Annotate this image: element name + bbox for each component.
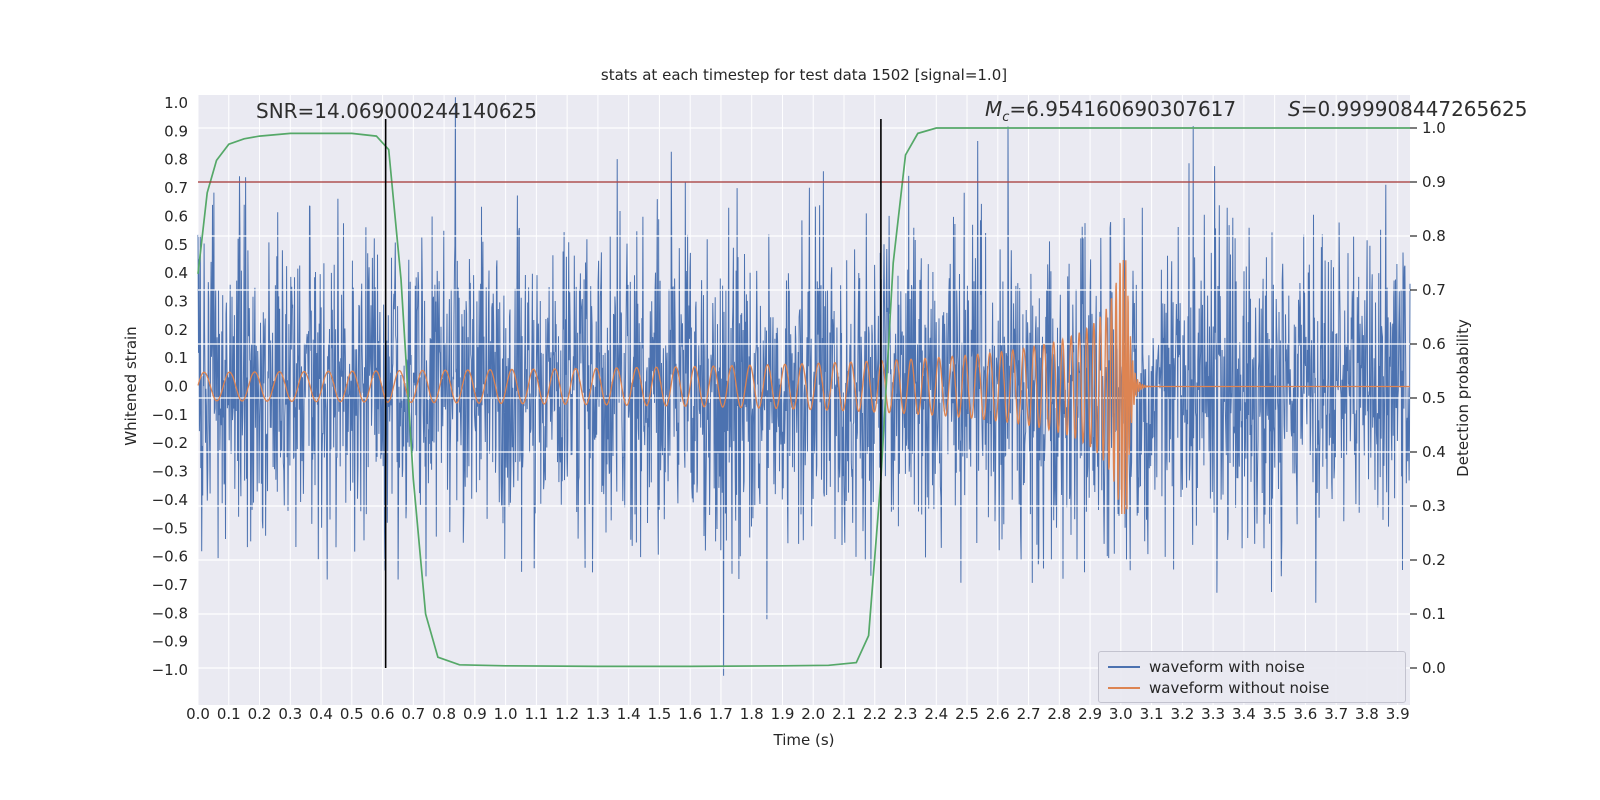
svg-text:−0.2: −0.2 bbox=[152, 434, 188, 452]
svg-text:0.9: 0.9 bbox=[164, 122, 188, 140]
svg-text:0.8: 0.8 bbox=[1422, 227, 1446, 245]
svg-text:3.3: 3.3 bbox=[1201, 705, 1225, 723]
svg-text:0.2: 0.2 bbox=[164, 321, 188, 339]
svg-text:2.1: 2.1 bbox=[832, 705, 856, 723]
svg-text:0.0: 0.0 bbox=[1422, 659, 1446, 677]
svg-text:0.8: 0.8 bbox=[432, 705, 456, 723]
svg-text:0.1: 0.1 bbox=[1422, 605, 1446, 623]
svg-text:0.5: 0.5 bbox=[1422, 389, 1446, 407]
svg-text:0.7: 0.7 bbox=[1422, 281, 1446, 299]
legend-line-blue bbox=[1108, 665, 1140, 668]
svg-text:2.5: 2.5 bbox=[955, 705, 979, 723]
svg-text:2.4: 2.4 bbox=[924, 705, 948, 723]
svg-text:3.2: 3.2 bbox=[1170, 705, 1194, 723]
svg-text:3.8: 3.8 bbox=[1355, 705, 1379, 723]
svg-text:−1.0: −1.0 bbox=[152, 661, 188, 679]
chirp-mass-value: =6.954160690307617 bbox=[1009, 97, 1237, 121]
svg-text:1.1: 1.1 bbox=[524, 705, 548, 723]
svg-text:−0.7: −0.7 bbox=[152, 576, 188, 594]
significance-value: =0.999908447265625 bbox=[1300, 97, 1528, 121]
legend: waveform with noise waveform without noi… bbox=[1098, 651, 1406, 703]
svg-text:0.5: 0.5 bbox=[164, 236, 188, 254]
svg-text:0.4: 0.4 bbox=[309, 705, 333, 723]
svg-text:2.3: 2.3 bbox=[894, 705, 918, 723]
svg-text:0.0: 0.0 bbox=[186, 705, 210, 723]
svg-text:−0.3: −0.3 bbox=[152, 463, 188, 481]
svg-text:0.2: 0.2 bbox=[248, 705, 272, 723]
svg-text:0.3: 0.3 bbox=[278, 705, 302, 723]
svg-text:0.5: 0.5 bbox=[340, 705, 364, 723]
svg-text:0.1: 0.1 bbox=[164, 349, 188, 367]
legend-label: waveform with noise bbox=[1149, 657, 1305, 676]
svg-text:0.4: 0.4 bbox=[164, 264, 188, 282]
legend-item-noise: waveform with noise bbox=[1108, 656, 1396, 677]
svg-text:0.4: 0.4 bbox=[1422, 443, 1446, 461]
svg-text:0.0: 0.0 bbox=[164, 378, 188, 396]
legend-label: waveform without noise bbox=[1149, 678, 1330, 697]
svg-text:3.9: 3.9 bbox=[1386, 705, 1410, 723]
svg-text:2.2: 2.2 bbox=[863, 705, 887, 723]
svg-text:0.8: 0.8 bbox=[164, 151, 188, 169]
svg-text:3.4: 3.4 bbox=[1232, 705, 1256, 723]
legend-item-clean: waveform without noise bbox=[1108, 677, 1396, 698]
annotation-snr: SNR=14.069000244140625 bbox=[256, 99, 537, 123]
svg-text:0.9: 0.9 bbox=[1422, 173, 1446, 191]
svg-text:0.6: 0.6 bbox=[371, 705, 395, 723]
svg-text:3.6: 3.6 bbox=[1293, 705, 1317, 723]
svg-text:2.9: 2.9 bbox=[1078, 705, 1102, 723]
svg-text:1.5: 1.5 bbox=[647, 705, 671, 723]
svg-text:1.2: 1.2 bbox=[555, 705, 579, 723]
svg-text:1.9: 1.9 bbox=[771, 705, 795, 723]
significance-symbol: S bbox=[1288, 97, 1301, 121]
svg-text:1.0: 1.0 bbox=[1422, 119, 1446, 137]
svg-text:−0.1: −0.1 bbox=[152, 406, 188, 424]
svg-text:1.3: 1.3 bbox=[586, 705, 610, 723]
svg-text:3.7: 3.7 bbox=[1324, 705, 1348, 723]
chirp-mass-symbol: M bbox=[985, 97, 1003, 121]
svg-text:1.7: 1.7 bbox=[709, 705, 733, 723]
svg-text:0.9: 0.9 bbox=[463, 705, 487, 723]
svg-text:2.0: 2.0 bbox=[801, 705, 825, 723]
svg-text:0.6: 0.6 bbox=[164, 207, 188, 225]
svg-text:0.3: 0.3 bbox=[164, 292, 188, 310]
svg-text:1.6: 1.6 bbox=[678, 705, 702, 723]
left-y-axis-label: Whitened strain bbox=[122, 326, 140, 446]
chart-title: stats at each timestep for test data 150… bbox=[600, 66, 1008, 84]
chirp-mass-subscript: c bbox=[1002, 110, 1010, 125]
svg-text:0.7: 0.7 bbox=[164, 179, 188, 197]
svg-text:1.4: 1.4 bbox=[617, 705, 641, 723]
svg-text:−0.8: −0.8 bbox=[152, 604, 188, 622]
annotation-chirp-mass: Mc=6.954160690307617 bbox=[985, 97, 1236, 125]
annotation-significance: S=0.999908447265625 bbox=[1288, 97, 1527, 121]
svg-text:−0.5: −0.5 bbox=[152, 519, 188, 537]
svg-text:−0.9: −0.9 bbox=[152, 633, 188, 651]
svg-text:2.6: 2.6 bbox=[986, 705, 1010, 723]
svg-text:2.8: 2.8 bbox=[1047, 705, 1071, 723]
svg-text:0.6: 0.6 bbox=[1422, 335, 1446, 353]
svg-text:3.1: 3.1 bbox=[1140, 705, 1164, 723]
legend-line-orange bbox=[1108, 686, 1140, 689]
svg-text:3.0: 3.0 bbox=[1109, 705, 1133, 723]
svg-text:2.7: 2.7 bbox=[1017, 705, 1041, 723]
svg-text:1.0: 1.0 bbox=[494, 705, 518, 723]
svg-text:−0.6: −0.6 bbox=[152, 548, 188, 566]
svg-text:1.0: 1.0 bbox=[164, 94, 188, 112]
svg-text:0.3: 0.3 bbox=[1422, 497, 1446, 515]
svg-text:0.2: 0.2 bbox=[1422, 551, 1446, 569]
svg-text:0.1: 0.1 bbox=[217, 705, 241, 723]
x-axis-label: Time (s) bbox=[773, 731, 835, 749]
svg-text:3.5: 3.5 bbox=[1263, 705, 1287, 723]
right-y-axis-label: Detection probability bbox=[1454, 319, 1472, 477]
svg-text:0.7: 0.7 bbox=[401, 705, 425, 723]
svg-text:−0.4: −0.4 bbox=[152, 491, 188, 509]
svg-text:1.8: 1.8 bbox=[740, 705, 764, 723]
